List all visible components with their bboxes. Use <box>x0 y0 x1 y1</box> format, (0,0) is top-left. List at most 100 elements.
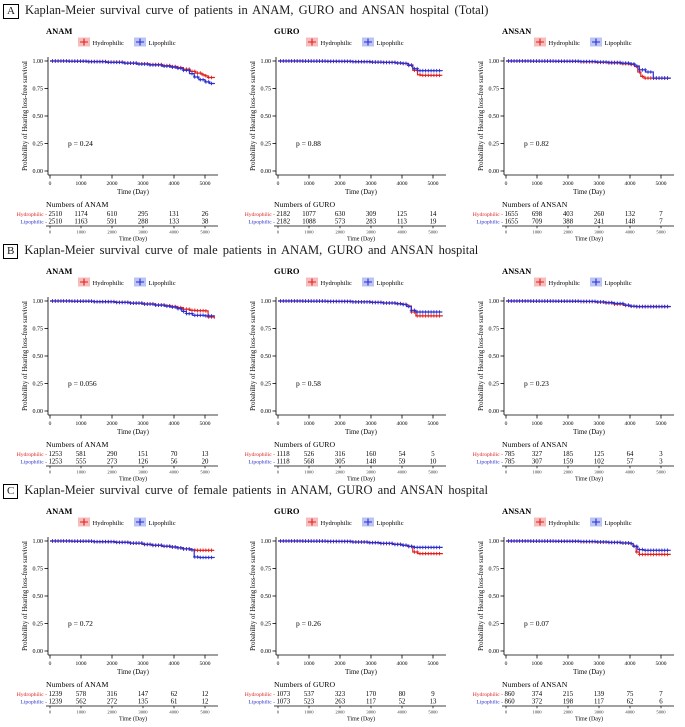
risk-value: 1253 <box>49 459 63 466</box>
risk-value: 562 <box>76 699 87 706</box>
x-axis-title: Time (Day) <box>345 669 377 676</box>
km-chart-anam: ANAM Hydrophilic Lipophilic 1.00 0.75 0.50 0.2… <box>17 266 218 483</box>
series-lipophilic <box>278 539 443 550</box>
risk-row-label-lipophilic: Lipophilic - <box>248 460 275 466</box>
risk-value: 785 <box>505 451 516 458</box>
risk-value: 57 <box>627 459 634 466</box>
km-chart-anam: ANAM Hydrophilic Lipophilic 1.00 0.75 0.50 0.2… <box>17 506 218 723</box>
risk-value: 52 <box>399 699 406 706</box>
x-axis-title: Time (Day) <box>117 669 149 676</box>
x-tick-label: 2000 <box>107 661 118 667</box>
risk-x-tick-label: 3000 <box>366 230 376 235</box>
risk-value: 403 <box>563 211 574 218</box>
legend: Hydrophilic Lipophilic <box>78 37 176 47</box>
risk-x-tick-label: 1000 <box>532 230 542 235</box>
lipophilic-legend-plus-icon <box>136 38 144 46</box>
y-tick-label: 0.75 <box>489 567 500 573</box>
p-value: p = 0.72 <box>68 619 93 628</box>
risk-x-tick-label: 1000 <box>532 710 542 715</box>
lipophilic-curve <box>50 60 215 85</box>
risk-row-label-lipophilic: Lipophilic - <box>248 220 275 226</box>
subplot-title: ANSAN <box>502 266 532 276</box>
axes <box>272 57 446 179</box>
risk-value: 309 <box>366 211 377 218</box>
risk-value: 1118 <box>277 451 291 458</box>
risk-row-label-hydrophilic: Hydrophilic - <box>17 212 47 218</box>
risk-x-tick-label: 2000 <box>335 710 345 715</box>
y-tick-label: 1.00 <box>33 299 44 305</box>
risk-x-tick-label: 5000 <box>428 470 438 475</box>
lipophilic-legend-plus-icon <box>136 518 144 526</box>
legend: Hydrophilic Lipophilic <box>534 517 632 527</box>
subplot-title: ANAM <box>46 266 72 276</box>
lipophilic-legend-label: Lipophilic <box>149 520 176 527</box>
risk-value: 61 <box>171 699 178 706</box>
risk-value: 7 <box>659 211 663 218</box>
risk-value: 54 <box>399 451 406 458</box>
x-tick-label: 2000 <box>107 421 118 427</box>
y-axis-title: Probability of Hearing loss-free surviva… <box>478 541 485 651</box>
risk-table-title: Numbers of ANSAN <box>502 440 568 449</box>
risk-value: 630 <box>335 211 346 218</box>
risk-value: 1174 <box>74 211 88 218</box>
plot-a-anam: ANAM Hydrophilic Lipophilic 1.00 0.75 0.50 0.2… <box>0 20 228 243</box>
x-tick-label: 1000 <box>532 181 543 187</box>
risk-value: 316 <box>107 691 118 698</box>
x-tick-label: 1000 <box>304 421 315 427</box>
risk-value: 273 <box>107 459 118 466</box>
x-axis-title: Time (Day) <box>345 189 377 196</box>
x-tick-label: 2000 <box>335 421 346 427</box>
risk-x-tick-label: 0 <box>505 710 508 715</box>
risk-x-tick-label: 1000 <box>76 710 86 715</box>
risk-value: 147 <box>138 691 149 698</box>
risk-value: 272 <box>107 699 118 706</box>
risk-table-title: Numbers of ANSAN <box>502 680 568 689</box>
risk-value: 135 <box>138 699 149 706</box>
risk-x-axis-title: Time (Day) <box>575 476 603 483</box>
km-chart-ansan: ANSAN Hydrophilic Lipophilic 1.00 0.75 0.50 0.… <box>473 26 674 243</box>
risk-x-axis-title: Time (Day) <box>119 716 147 723</box>
lipophilic-censor-marks <box>278 539 442 550</box>
x-tick-label: 5000 <box>656 181 667 187</box>
lipophilic-censor-marks <box>506 539 670 553</box>
risk-x-tick-label: 1000 <box>304 710 314 715</box>
y-tick-label: 0.25 <box>489 142 500 148</box>
risk-row-label-lipophilic: Lipophilic - <box>476 460 503 466</box>
y-axis-title: Probability of Hearing loss-free surviva… <box>478 61 485 171</box>
risk-x-tick-label: 5000 <box>200 230 210 235</box>
risk-value: 117 <box>594 699 605 706</box>
plots-row-a: ANAM Hydrophilic Lipophilic 1.00 0.75 0.50 0.2… <box>0 20 685 243</box>
axes <box>44 297 218 419</box>
risk-table-title: Numbers of ANSAN <box>502 200 568 209</box>
hydrophilic-legend-plus-icon <box>308 518 316 526</box>
risk-value: 1118 <box>277 459 291 466</box>
risk-value: 1073 <box>277 699 291 706</box>
x-tick-label: 5000 <box>200 661 211 667</box>
lipophilic-legend-label: Lipophilic <box>605 280 632 287</box>
risk-value: 62 <box>171 691 178 698</box>
risk-value: 610 <box>107 211 118 218</box>
y-axis-title: Probability of Hearing loss-free surviva… <box>250 301 257 411</box>
x-tick-label: 1000 <box>76 421 87 427</box>
subplot-title: ANAM <box>46 506 72 516</box>
risk-x-tick-label: 5000 <box>656 470 666 475</box>
x-tick-label: 3000 <box>594 661 605 667</box>
lipophilic-censor-marks <box>50 299 214 318</box>
risk-row-label-lipophilic: Lipophilic - <box>20 220 47 226</box>
plots-row-c: ANAM Hydrophilic Lipophilic 1.00 0.75 0.50 0.2… <box>0 500 685 723</box>
panel-c-title: Kaplan-Meier survival curve of female pa… <box>24 483 488 497</box>
hydrophilic-legend-label: Hydrophilic <box>549 280 581 287</box>
risk-value: 1239 <box>49 691 63 698</box>
risk-x-tick-label: 0 <box>277 710 280 715</box>
risk-value: 785 <box>505 459 516 466</box>
p-value: p = 0.26 <box>296 619 321 628</box>
risk-value: 578 <box>76 691 87 698</box>
risk-x-tick-label: 5000 <box>428 710 438 715</box>
panel-b-header: B Kaplan-Meier survival curve of male pat… <box>3 243 685 259</box>
y-tick-label: 0.75 <box>489 327 500 333</box>
risk-value: 283 <box>366 219 377 226</box>
risk-value: 19 <box>430 219 437 226</box>
x-tick-label: 5000 <box>200 181 211 187</box>
risk-value: 2510 <box>49 219 63 226</box>
axes <box>272 537 446 659</box>
